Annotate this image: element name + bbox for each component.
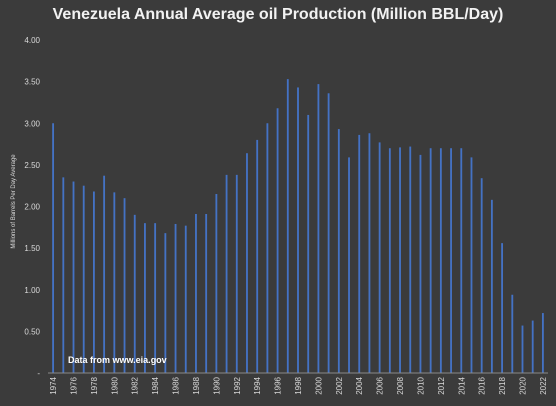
bar-2022 <box>541 313 544 373</box>
bar-2014 <box>460 148 463 373</box>
bar-1977 <box>82 185 85 373</box>
y-tick-label: - <box>37 369 40 378</box>
x-tick-label: 2006 <box>376 376 385 394</box>
x-tick-label: 2008 <box>396 376 405 394</box>
bar-1998 <box>297 87 299 373</box>
x-tick-label: 1984 <box>151 376 160 394</box>
bar-1991 <box>225 174 228 373</box>
x-tick-label: 1982 <box>131 376 140 394</box>
bar-2016 <box>480 178 483 373</box>
bar-1978 <box>93 191 95 373</box>
bar-2000 <box>317 84 320 374</box>
x-tick-label: 2000 <box>314 376 323 394</box>
bar-2015 <box>470 157 473 373</box>
bar-1980 <box>113 192 116 373</box>
bar-1976 <box>72 181 75 373</box>
x-tick-label: 2002 <box>335 376 344 394</box>
data-source-note: Data from www.eia.gov <box>68 355 167 365</box>
bar-1992 <box>235 174 238 373</box>
x-tick-label: 2012 <box>437 376 446 394</box>
bar-1990 <box>215 194 218 373</box>
bar-2005 <box>368 133 371 373</box>
y-tick-label: 1.50 <box>24 244 40 253</box>
x-axis-ticks: 1974 1976 1978 1980 1982 1984 1986 1988 1990 1992… <box>49 376 548 394</box>
bar-2012 <box>439 148 442 373</box>
bar-1982 <box>133 214 136 373</box>
bar-2002 <box>337 129 340 373</box>
y-tick-label: 1.00 <box>24 286 40 295</box>
x-tick-label: 1980 <box>110 376 119 394</box>
chart-title: Venezuela Annual Average oil Production … <box>52 6 504 23</box>
y-tick-label: 0.50 <box>24 327 40 336</box>
bar-1989 <box>205 213 208 373</box>
bar-1984 <box>154 223 157 373</box>
y-tick-label: 4.00 <box>24 36 40 45</box>
y-tick-label: 3.50 <box>24 78 40 87</box>
bar-2004 <box>358 134 361 373</box>
bar-2021 <box>531 320 534 373</box>
bar-1995 <box>266 123 269 373</box>
y-tick-label: 2.50 <box>24 161 40 170</box>
bar-1986 <box>174 223 177 373</box>
x-tick-label: 1998 <box>294 376 303 394</box>
x-tick-label: 1978 <box>90 376 99 394</box>
bar-2008 <box>399 147 401 373</box>
bar-2017 <box>490 199 493 373</box>
x-tick-label: 2014 <box>457 376 466 394</box>
y-tick-label: 2.00 <box>24 203 40 212</box>
bar-1996 <box>276 108 279 373</box>
bar-1981 <box>123 198 126 373</box>
x-tick-label: 1990 <box>212 376 221 394</box>
x-tick-label: 1974 <box>49 376 58 394</box>
bar-2018 <box>501 243 503 373</box>
x-tick-label: 1976 <box>70 376 79 394</box>
x-tick-label: 2016 <box>478 376 487 394</box>
x-tick-label: 1988 <box>192 376 201 394</box>
x-tick-label: 2022 <box>539 376 548 394</box>
x-tick-label: 2020 <box>518 376 527 394</box>
bar-2011 <box>429 148 432 373</box>
bar-2006 <box>378 142 381 373</box>
x-tick-label: 1986 <box>172 376 181 394</box>
x-tick-label: 1994 <box>253 376 262 394</box>
y-axis-ticks: - 0.50 1.00 1.50 2.00 2.50 3.00 3.50 4.00 <box>24 36 40 378</box>
bar-1983 <box>144 223 146 373</box>
bar-2013 <box>450 148 452 373</box>
x-tick-label: 2018 <box>498 376 507 394</box>
y-tick-label: 3.00 <box>24 119 40 128</box>
bar-2019 <box>511 294 514 373</box>
x-tick-label: 1992 <box>233 376 242 394</box>
bars <box>52 79 544 374</box>
x-tick-label: 1996 <box>274 376 283 394</box>
bar-1997 <box>286 79 289 373</box>
y-axis-title: Millions of Barrels Per Day Average <box>11 154 17 249</box>
bar-1994 <box>256 139 259 373</box>
x-tick-label: 2004 <box>355 376 364 394</box>
bar-1993 <box>246 153 248 373</box>
bar-2009 <box>409 146 412 373</box>
bar-2001 <box>327 93 330 373</box>
bar-2003 <box>348 157 350 373</box>
bar-2007 <box>388 148 391 373</box>
bar-1975 <box>62 177 65 373</box>
bar-1985 <box>164 233 167 373</box>
bar-1979 <box>103 175 106 373</box>
bar-1988 <box>195 213 197 373</box>
bar-1987 <box>184 225 187 373</box>
bar-2020 <box>521 325 524 373</box>
bar-2010 <box>419 154 422 373</box>
bar-1999 <box>307 114 310 374</box>
x-tick-label: 2010 <box>416 376 425 394</box>
bar-1974 <box>52 123 55 373</box>
